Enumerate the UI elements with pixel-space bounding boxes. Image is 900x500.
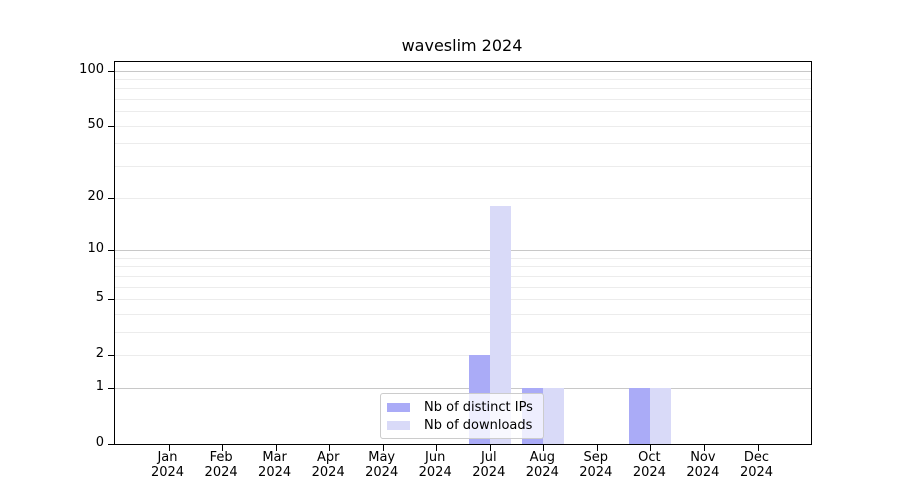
x-tick-mark: [596, 445, 598, 451]
x-tick-label-nov: Nov 2024: [686, 450, 720, 480]
y-tick-label: 5: [95, 289, 104, 305]
gridline-minor: [115, 331, 811, 333]
y-tick-mark: [108, 125, 114, 127]
legend-label-distinct-ips: Nb of distinct IPs: [424, 400, 533, 415]
gridline-minor: [115, 197, 811, 199]
x-tick-mark: [489, 445, 491, 451]
y-tick-label: 100: [79, 61, 104, 77]
gridline-minor: [115, 275, 811, 277]
gridline-major: [115, 387, 811, 389]
x-tick-label-jan: Jan 2024: [150, 450, 185, 480]
y-tick-mark: [108, 249, 114, 251]
y-tick-label: 0: [95, 435, 104, 450]
chart-title: waveslim 2024: [401, 36, 523, 55]
x-tick-mark: [436, 445, 438, 451]
legend-row-distinct-ips: Nb of distinct IPs: [387, 399, 536, 416]
y-tick-mark: [108, 298, 114, 300]
y-tick-mark: [108, 70, 114, 72]
legend-swatch-downloads: [387, 421, 410, 430]
x-tick-label-feb: Feb 2024: [204, 450, 238, 480]
gridline-minor: [115, 88, 811, 90]
gridline-minor: [115, 125, 811, 127]
gridline-minor: [115, 298, 811, 300]
y-tick-mark: [108, 355, 114, 357]
gridline-minor: [115, 143, 811, 145]
x-tick-mark: [650, 445, 652, 451]
y-tick-label: 50: [87, 116, 104, 132]
legend-label-downloads: Nb of downloads: [424, 418, 533, 433]
x-tick-label-dec: Dec 2024: [739, 450, 774, 480]
bar-downloads-aug: [543, 387, 565, 444]
y-tick-label: 2: [95, 346, 104, 362]
gridline-minor: [115, 266, 811, 268]
gridline-minor: [115, 166, 811, 168]
x-tick-mark: [222, 445, 224, 451]
bar-downloads-oct: [650, 387, 672, 444]
gridline-major: [115, 70, 811, 72]
x-tick-mark: [543, 445, 545, 451]
y-tick-mark: [108, 387, 114, 389]
gridline-minor: [115, 313, 811, 315]
gridline-minor: [115, 99, 811, 101]
legend-swatch-distinct-ips: [387, 403, 410, 412]
x-tick-label-may: May 2024: [365, 450, 399, 480]
y-tick-label: 1: [95, 378, 104, 394]
x-tick-mark: [275, 445, 277, 451]
x-tick-mark: [703, 445, 705, 451]
legend-row-downloads: Nb of downloads: [387, 417, 536, 434]
x-tick-mark: [382, 445, 384, 451]
y-tick-mark: [108, 444, 114, 445]
y-tick-mark: [108, 197, 114, 199]
bar-downloads-jul: [489, 205, 511, 444]
gridline-minor: [115, 111, 811, 113]
x-tick-mark: [168, 445, 170, 451]
gridline-major: [115, 249, 811, 251]
x-tick-label-apr: Apr 2024: [311, 450, 345, 480]
x-tick-label-mar: Mar 2024: [258, 450, 292, 480]
x-tick-label-sep: Sep 2024: [579, 450, 613, 480]
gridline-minor: [115, 257, 811, 259]
x-tick-label-jul: Jul 2024: [472, 450, 506, 480]
x-tick-label-oct: Oct 2024: [632, 450, 666, 480]
x-tick-mark: [757, 445, 759, 451]
x-tick-label-aug: Aug 2024: [525, 450, 559, 480]
gridline-minor: [115, 78, 811, 80]
legend: Nb of distinct IPs Nb of downloads: [380, 393, 544, 439]
x-tick-label-jun: Jun 2024: [418, 450, 452, 480]
plot-area: Nb of distinct IPs Nb of downloads: [108, 61, 812, 451]
bar-distinct-ips-oct: [629, 387, 651, 444]
y-tick-label: 10: [87, 240, 104, 256]
y-tick-label: 20: [87, 188, 104, 204]
gridline-minor: [115, 355, 811, 357]
x-tick-mark: [329, 445, 331, 451]
gridline-minor: [115, 286, 811, 288]
